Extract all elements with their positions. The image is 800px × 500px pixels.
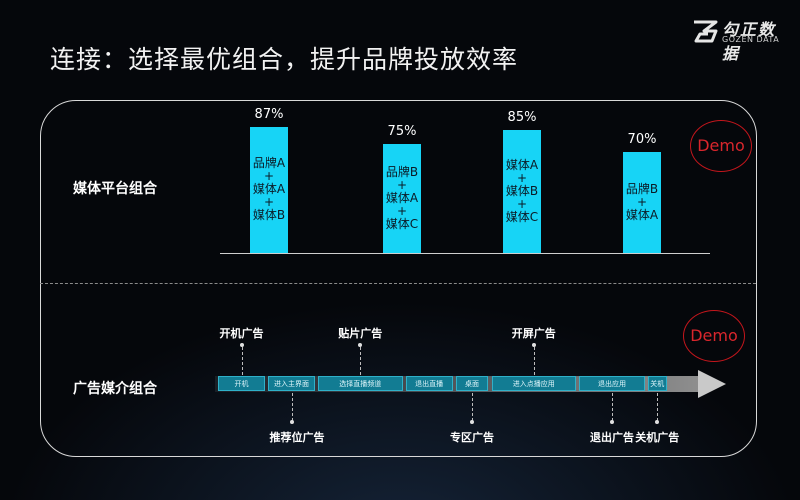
chart-baseline: [220, 253, 710, 254]
bar-label-line: 品牌A: [252, 156, 286, 171]
bar-value-label: 70%: [627, 131, 657, 147]
ad-slot-leader: [533, 347, 535, 375]
ad-row-label: 广告媒介组合: [73, 381, 157, 397]
ad-slot-dot: [655, 420, 660, 424]
bar-label-line: 媒体A: [625, 207, 659, 222]
ad-slot-dot: [289, 420, 294, 424]
ad-slot-dot: [239, 343, 244, 347]
ad-slot-label: 开屏广告: [511, 327, 556, 340]
ad-slot-leader: [291, 393, 293, 421]
ad-slot-dot: [531, 343, 536, 347]
ad-slot-label: 退出广告: [590, 431, 634, 444]
ad-slot-leader: [612, 393, 613, 421]
ad-slot-label: 贴片广告: [338, 327, 383, 340]
timeline-segment: 关机: [647, 376, 667, 391]
bar-label-line: 媒体A: [505, 157, 539, 172]
bar-label-line: +: [263, 169, 275, 184]
timeline-segment: 退出应用: [579, 376, 645, 391]
ad-slot-dot: [470, 420, 475, 424]
logo-subtitle: GOZEN DATA: [722, 35, 780, 44]
bar-label-line: 品牌B: [625, 181, 659, 196]
demo-badge-top: Demo: [690, 120, 752, 172]
chart-bar: 品牌A + 媒体A + 媒体B: [250, 126, 288, 253]
background-glow: [0, 300, 800, 500]
bar-label-line: +: [636, 194, 648, 209]
ad-slot-dot: [358, 343, 363, 347]
bar-label-line: +: [263, 195, 275, 210]
bar-value-label: 87%: [254, 106, 284, 122]
ad-slot-leader: [360, 347, 362, 375]
bar-label-line: +: [396, 204, 408, 219]
bar-value-label: 75%: [387, 124, 417, 140]
ad-slot-dot: [610, 420, 614, 424]
page-title: 连接：选择最优组合，提升品牌投放效率: [50, 45, 519, 74]
bar-label-line: 媒体B: [252, 208, 286, 223]
ad-slot-label: 关机广告: [635, 431, 680, 444]
ad-slot-label: 专区广告: [450, 431, 495, 444]
ad-slot-leader: [472, 393, 474, 421]
timeline-arrow-icon: [698, 370, 726, 398]
bar-label-line: 媒体A: [252, 182, 286, 197]
bar-label-line: 媒体C: [385, 217, 419, 232]
ad-slot-label: 开机广告: [219, 327, 264, 340]
chart-bar: 媒体A + 媒体B + 媒体C: [503, 129, 541, 253]
bar-label-line: 媒体B: [505, 183, 539, 198]
timeline-segment: 选择直播频道: [318, 376, 403, 391]
usage-timeline: 开机 进入主界面 选择直播频道 退出直播 桌面 进入点播应用 退出应用 关机: [215, 376, 725, 392]
brand-logo: 勾正数据 GOZEN DATA: [690, 16, 790, 63]
logo-name: 勾正数据: [722, 20, 777, 63]
timeline-segment: 开机: [218, 376, 265, 391]
bar-label-line: +: [396, 178, 408, 193]
content-frame: [40, 100, 757, 457]
ad-slot-label: 推荐位广告: [269, 431, 325, 444]
media-row-label: 媒体平台组合: [73, 181, 157, 197]
bar-label-line: +: [516, 196, 528, 211]
bar-label-line: 媒体C: [505, 209, 539, 224]
timeline-segment: 桌面: [455, 376, 489, 391]
timeline-segment: 退出直播: [405, 376, 453, 391]
section-divider: [40, 283, 756, 284]
gozen-logo-icon: [694, 20, 718, 43]
bar-value-label: 85%: [507, 109, 537, 125]
chart-bar: 品牌B + 媒体A + 媒体C: [383, 144, 421, 253]
ad-slot-leader: [657, 393, 659, 421]
demo-badge-bottom: Demo: [683, 310, 745, 362]
chart-bar: 品牌B + 媒体A: [623, 151, 661, 253]
timeline-segment: 进入主界面: [268, 376, 315, 391]
timeline-segment: 进入点播应用: [491, 376, 577, 391]
ad-slot-leader: [241, 347, 243, 375]
bar-label-line: +: [516, 170, 528, 185]
bar-label-line: 媒体A: [385, 191, 419, 206]
bar-label-line: 品牌B: [385, 165, 419, 180]
